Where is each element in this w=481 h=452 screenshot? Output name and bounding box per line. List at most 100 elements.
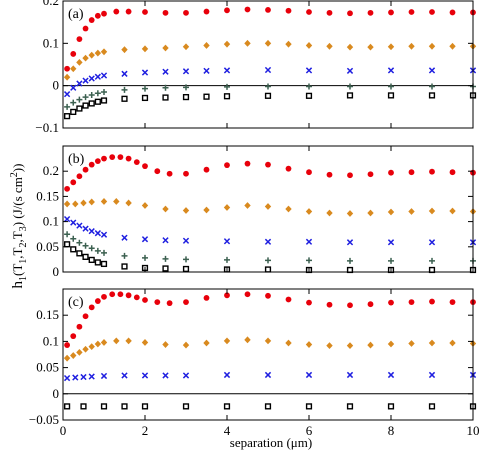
x-tick-label: 6 — [306, 423, 313, 438]
data-point — [166, 170, 173, 177]
data-point — [429, 83, 435, 90]
data-point — [94, 230, 101, 237]
data-point — [305, 67, 313, 74]
panel-label-a: (a) — [68, 7, 84, 22]
data-point — [408, 42, 415, 50]
data-point — [223, 40, 231, 48]
data-point — [76, 250, 83, 257]
data-point — [223, 93, 231, 100]
data-point — [265, 292, 271, 299]
data-point — [125, 8, 132, 15]
data-point — [82, 345, 89, 353]
data-point — [125, 155, 132, 162]
y-tick-label: 0.05 — [36, 360, 59, 375]
data-point — [326, 42, 333, 50]
data-point — [70, 65, 77, 73]
data-point — [367, 171, 374, 178]
data-point — [449, 299, 456, 305]
ylabel-sup: 2 — [9, 172, 20, 177]
panels: −0.100.10.2(a)00.050.10.150.2(b)−0.0500.… — [29, 0, 480, 438]
data-point — [141, 339, 149, 346]
data-point — [326, 342, 333, 349]
data-point — [82, 94, 89, 101]
data-point — [100, 198, 108, 205]
data-point — [64, 342, 70, 348]
data-point — [121, 95, 128, 102]
data-point — [76, 80, 83, 87]
data-point — [142, 85, 148, 92]
data-point — [162, 94, 169, 101]
data-point — [76, 96, 83, 103]
data-point — [88, 228, 95, 235]
data-point — [80, 199, 87, 207]
data-point — [429, 9, 435, 15]
data-point — [162, 237, 169, 244]
data-point — [183, 170, 189, 177]
data-point — [133, 294, 140, 301]
data-point — [94, 73, 101, 80]
data-point — [133, 159, 140, 166]
data-point — [94, 90, 101, 97]
data-point — [387, 92, 395, 99]
data-point — [223, 337, 231, 345]
data-point — [367, 43, 374, 51]
data-point — [429, 257, 435, 264]
data-point — [63, 374, 71, 382]
data-point — [100, 48, 108, 56]
x-tick-label: 0 — [60, 423, 67, 438]
data-point — [285, 165, 292, 172]
ylabel-sub-c: 3 — [18, 226, 29, 231]
data-point — [154, 168, 161, 175]
data-point — [182, 403, 190, 410]
data-point — [82, 54, 89, 62]
data-point — [244, 291, 251, 298]
data-point — [265, 161, 271, 168]
data-point — [264, 92, 272, 99]
data-point — [347, 83, 353, 90]
data-point — [70, 84, 77, 91]
data-point — [388, 83, 394, 90]
series-red — [64, 154, 476, 192]
data-point — [306, 9, 312, 15]
data-point — [64, 185, 70, 192]
data-point — [88, 75, 95, 82]
data-point — [88, 256, 95, 264]
data-point — [72, 374, 79, 381]
data-point — [70, 179, 77, 186]
data-point — [387, 239, 395, 246]
data-point — [182, 207, 190, 214]
data-point — [64, 103, 71, 110]
data-point — [183, 256, 189, 263]
data-point — [429, 298, 435, 305]
data-point — [326, 209, 333, 217]
y-tick-label: 0.15 — [36, 307, 59, 322]
data-point — [203, 42, 210, 49]
data-point — [265, 83, 271, 90]
data-point — [76, 58, 83, 66]
data-point — [109, 154, 116, 160]
data-point — [94, 98, 101, 105]
data-point — [76, 36, 83, 42]
series-red — [64, 6, 476, 72]
y-tick-label: 0.2 — [43, 0, 59, 8]
data-point — [285, 40, 292, 48]
data-point — [162, 84, 169, 91]
data-point — [182, 43, 190, 51]
data-point — [121, 403, 128, 410]
data-point — [117, 154, 124, 160]
data-point — [388, 257, 394, 264]
data-point — [76, 349, 83, 356]
data-point — [162, 68, 169, 75]
data-point — [305, 403, 313, 410]
data-point — [121, 46, 128, 54]
data-point — [346, 43, 354, 51]
data-point — [326, 9, 333, 16]
data-point — [76, 105, 83, 112]
ylabel-base: h — [10, 280, 26, 288]
data-point — [306, 257, 312, 264]
series-black — [63, 403, 477, 410]
data-point — [70, 246, 77, 253]
data-point — [428, 239, 436, 246]
data-point — [82, 313, 89, 320]
